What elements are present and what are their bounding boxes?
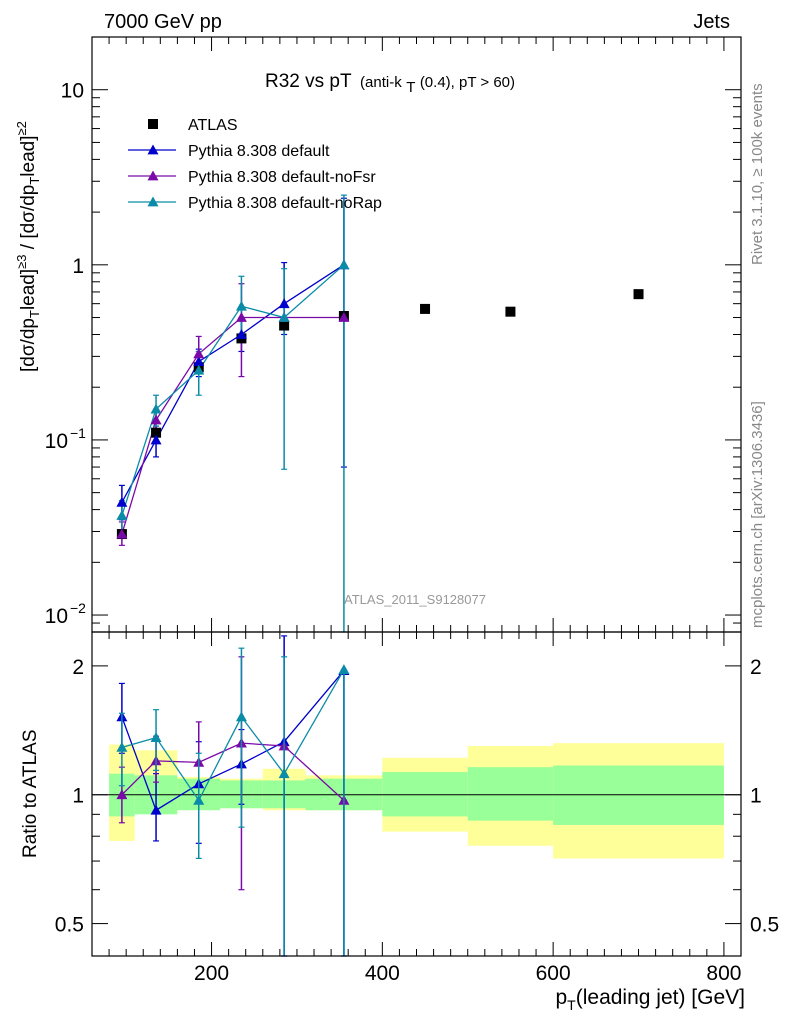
legend-label-atlas: ATLAS (188, 117, 238, 134)
data-point-noRap (235, 300, 247, 311)
data-point-noRap (116, 510, 128, 520)
ratio-point-noRap (150, 732, 162, 742)
ratio-y-tick-label: 2 (72, 656, 84, 679)
y-tick-label: 1 (72, 255, 84, 278)
ratio-point-noRap (235, 711, 247, 722)
band-inner (467, 767, 554, 821)
y-tick-exponent: −1 (70, 425, 86, 441)
x-tick-label: 600 (536, 962, 571, 985)
header-right: Jets (693, 11, 730, 33)
ratio-y-tick-label-right: 1 (750, 785, 762, 808)
ratio-y-tick-label: 0.5 (55, 914, 84, 937)
ratio-point-default (150, 804, 162, 815)
band-inner (382, 772, 468, 817)
legend-marker-noRap (147, 196, 159, 207)
x-tick-label: 400 (365, 962, 400, 985)
data-point-noRap (338, 259, 350, 270)
data-point-noFsr (150, 414, 162, 425)
series-line-default (121, 264, 345, 503)
ratio-point-noFsr (116, 789, 128, 800)
x-tick-label: 800 (706, 962, 741, 985)
plot-title-main: R32 vs pT (265, 71, 352, 92)
y-tick-exponent: −2 (70, 600, 86, 616)
ratio-point-noRap (338, 664, 350, 675)
legend-label-noFsr: Pythia 8.308 default-noFsr (188, 169, 376, 186)
analysis-watermark: ATLAS_2011_S9128077 (344, 592, 486, 607)
data-point-noRap (278, 312, 290, 322)
ratio-point-noRap (278, 768, 290, 779)
data-point-default (150, 434, 162, 445)
legend-label-default: Pythia 8.308 default (188, 143, 330, 160)
ratio-plot-data (116, 635, 350, 957)
rivet-label: Rivet 3.1.10, ≥ 100k events (749, 83, 766, 265)
data-point-default (116, 496, 128, 507)
legend-marker-atlas (148, 119, 158, 129)
plot-title-rest: (0.4), pT > 60) (420, 74, 515, 91)
data-point-atlas (151, 427, 162, 438)
plot-title-subscript: T (406, 79, 415, 96)
band-inner (553, 765, 724, 825)
x-tick-label: 200 (194, 962, 229, 985)
ratio-y-tick-label-right: 0.5 (750, 914, 779, 937)
data-point-atlas (420, 303, 431, 314)
data-point-atlas (279, 320, 290, 331)
legend-label-noRap: Pythia 8.308 default-noRap (188, 195, 382, 212)
data-point-atlas (633, 289, 644, 300)
y-tick-label: 10 (45, 430, 68, 453)
ratio-point-noRap (116, 741, 128, 752)
data-point-noFsr (193, 348, 205, 359)
ratio-y-tick-label: 1 (72, 785, 84, 808)
ratio-line-noRap (121, 669, 345, 802)
mcplots-label: mcplots.cern.ch [arXiv:1306.3436] (749, 401, 766, 628)
data-point-noFsr (235, 312, 247, 322)
series-line-noFsr (121, 316, 344, 535)
legend-marker-noFsr (147, 170, 159, 181)
data-point-atlas (505, 306, 516, 317)
series-line-noRap (121, 264, 345, 516)
main-plot-data (116, 194, 644, 633)
ratio-point-noRap (193, 794, 205, 805)
data-point-noRap (150, 403, 162, 414)
header-left: 7000 GeV pp (104, 11, 222, 33)
y-axis-label-ratio: Ratio to ATLAS (20, 730, 41, 859)
data-point-default (235, 329, 247, 339)
data-point-noFsr (116, 528, 128, 539)
ratio-line-default (121, 670, 345, 812)
legend: ATLAS Pythia 8.308 default Pythia 8.308 de… (128, 117, 382, 212)
x-axis-label: pT(leading jet) [GeV] (555, 986, 745, 1013)
data-point-noRap (193, 364, 205, 375)
plot-title-sub: (anti-k (360, 74, 402, 91)
ratio-y-tick-label-right: 2 (750, 656, 762, 679)
legend-marker-default (147, 144, 159, 155)
y-tick-label: 10 (45, 605, 68, 628)
plot-title: R32 vs pT (anti-k T (0.4), pT > 60) (265, 71, 515, 96)
data-point-default (193, 356, 205, 367)
y-axis-label-main: [dσ/dpTlead]≥3 / [dσ/dpTlead]≥2 (14, 121, 42, 372)
data-point-noFsr (338, 312, 350, 322)
y-tick-label: 10 (61, 80, 84, 103)
data-point-default (278, 298, 290, 309)
